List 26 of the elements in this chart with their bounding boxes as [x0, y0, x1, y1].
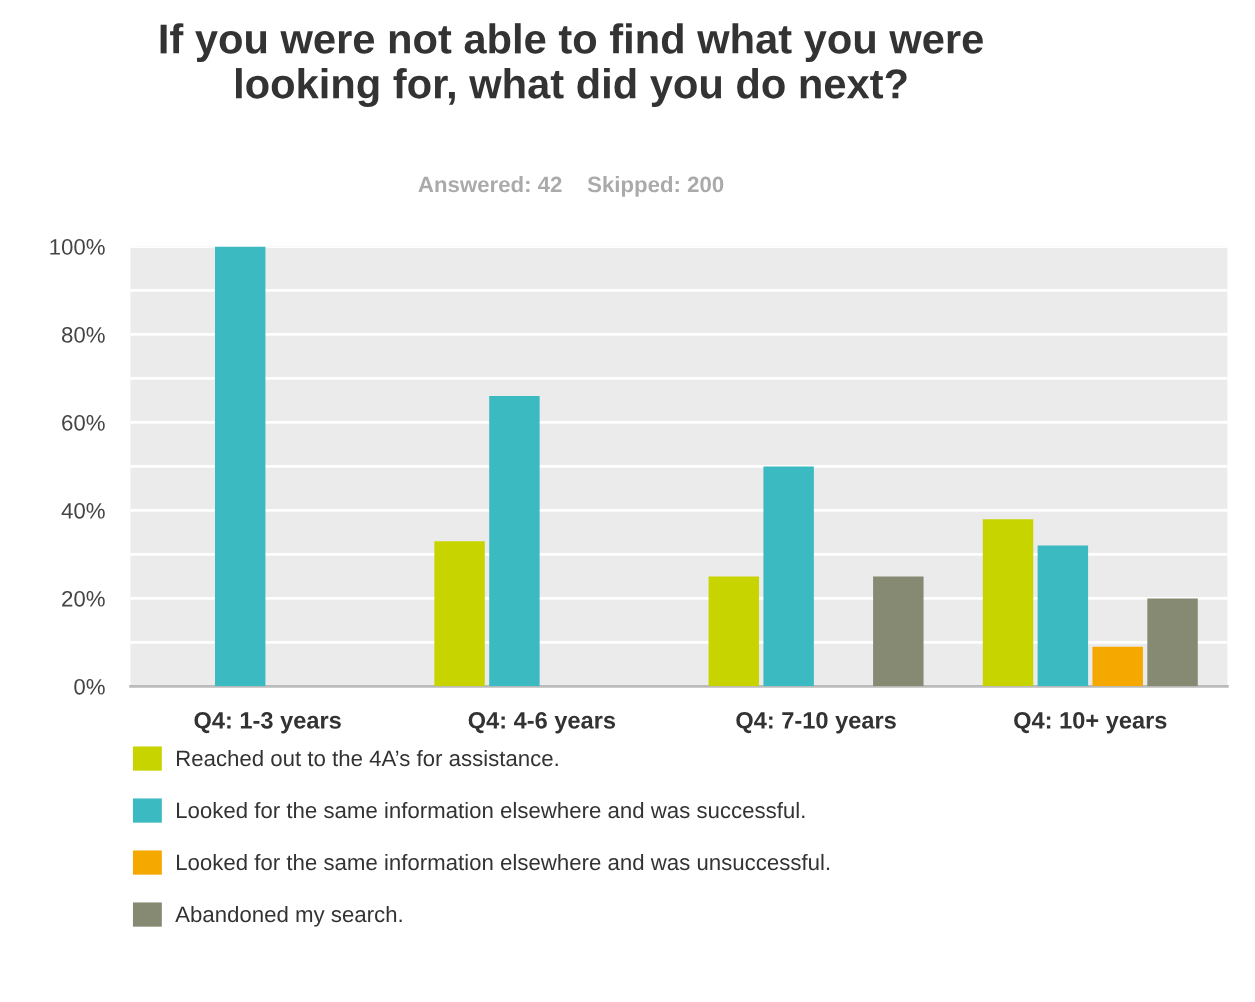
- bar: [708, 576, 760, 687]
- bar: [1037, 545, 1089, 687]
- y-tick-label: 80%: [62, 327, 105, 343]
- bar: [489, 396, 540, 687]
- legend-label: Looked for the same information elsewhere and was unsuccessful.: [177, 853, 830, 871]
- y-tick-label: 40%: [61, 502, 105, 519]
- y-tick-label: 60%: [62, 414, 105, 431]
- x-tick-label: Q4: 4-6 years: [468, 711, 616, 734]
- x-tick-label: Q4: 10+ years: [1014, 711, 1167, 734]
- bar: [1092, 646, 1143, 687]
- y-tick-label: 20%: [62, 590, 105, 607]
- bar: [214, 246, 266, 687]
- bar: [434, 541, 485, 687]
- bar: [873, 576, 924, 687]
- legend-label: Abandoned my search.: [175, 905, 402, 927]
- chart-subtitle: Answered: 42 Skipped: 200: [418, 176, 724, 197]
- legend-label: Reached out to the 4A’s for assistance.: [177, 749, 558, 767]
- y-tick-label: 100%: [50, 239, 105, 255]
- legend-label: Looked for the same information elsewhere and was successful.: [177, 801, 805, 819]
- y-tick-label: 0%: [74, 678, 105, 695]
- bar: [1147, 598, 1198, 687]
- bar: [763, 466, 814, 687]
- x-tick-label: Q4: 1-3 years: [194, 711, 341, 734]
- x-tick-label: Q4: 7-10 years: [736, 711, 896, 734]
- bar: [982, 519, 1034, 687]
- chart-title: If you were not able to find what you were looking for, what did you do next?: [160, 23, 983, 108]
